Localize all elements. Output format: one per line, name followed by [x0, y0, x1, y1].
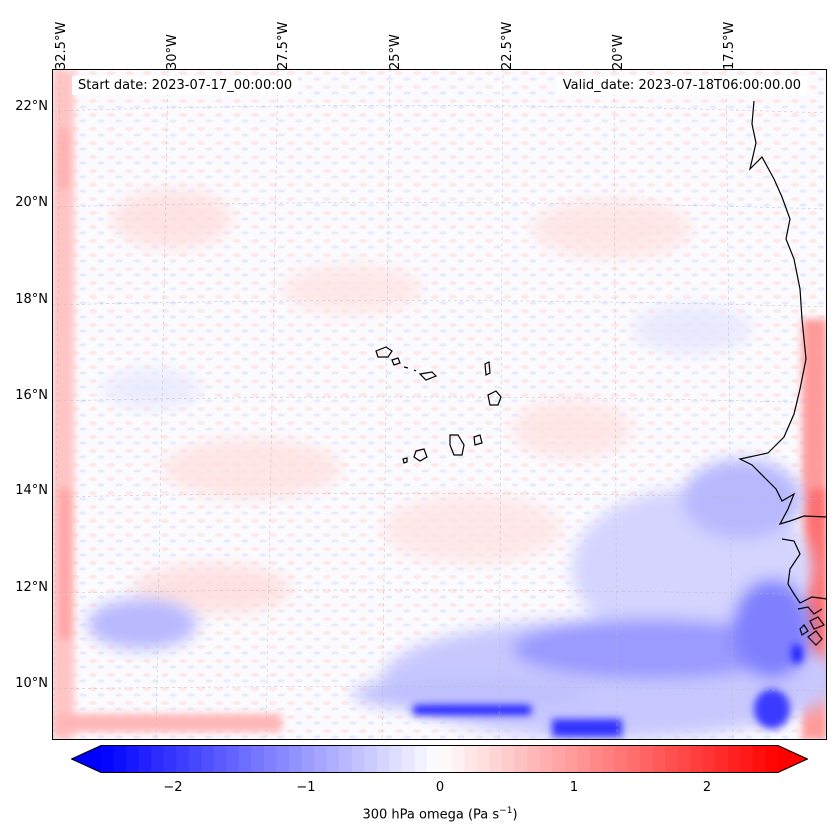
colorbar-cell — [389, 745, 403, 773]
colorbar-cell — [452, 745, 466, 773]
colorbar-tick-1: 1 — [569, 780, 579, 795]
colorbar-cell — [276, 745, 290, 773]
colorbar-cell — [439, 745, 453, 773]
valid-date-label: Valid_date: 2023-07-18T06:00:00.00 — [556, 76, 807, 95]
colorbar-cell — [665, 745, 679, 773]
colorbar-cell — [640, 745, 654, 773]
colorbar-cell — [176, 745, 190, 773]
colorbar-cell — [727, 745, 741, 773]
strong-ascent — [412, 644, 803, 737]
colorbar-cell — [326, 745, 340, 773]
colorbar-cell — [263, 745, 278, 773]
cape-verde-islands — [375, 346, 502, 464]
colorbar — [71, 745, 808, 773]
colorbar-cell — [577, 745, 591, 773]
africa-coastline — [738, 100, 827, 646]
colorbar-cell — [602, 745, 616, 773]
colorbar-cell — [188, 745, 202, 773]
lon-label-25W: 25°W — [388, 34, 403, 70]
colorbar-cell — [126, 745, 140, 773]
lat-label-22N: 22°N — [15, 99, 48, 114]
colorbar-cell — [527, 745, 541, 773]
omega-map — [52, 69, 827, 740]
colorbar-cell — [489, 745, 503, 773]
lat-label-10N: 10°N — [15, 676, 48, 691]
colorbar-cell — [339, 745, 353, 773]
colorbar-cell — [113, 745, 127, 773]
lon-label-30W: 30°W — [165, 34, 180, 70]
start-date-label: Start date: 2023-07-17_00:00:00 — [72, 76, 299, 95]
colorbar-extend-min — [71, 745, 101, 773]
lon-label-27.5W: 27.5°W — [276, 21, 291, 70]
colorbar-label: 300 hPa omega (Pa s−1) — [362, 806, 518, 823]
colorbar-cell — [201, 745, 215, 773]
colorbar-cell — [414, 745, 428, 773]
colorbar-cell — [677, 745, 691, 773]
colorbar-cell — [163, 745, 177, 773]
colorbar-extend-max — [778, 745, 808, 773]
colorbar-tick-minus2: −2 — [163, 780, 183, 795]
lon-label-20W: 20°W — [611, 34, 626, 70]
lat-label-14N: 14°N — [15, 483, 48, 498]
colorbar-cell — [627, 745, 641, 773]
colorbar-cell — [765, 745, 779, 773]
map-frame-border — [52, 69, 827, 740]
colorbar-cell — [464, 745, 478, 773]
colorbar-cell — [589, 745, 604, 773]
colorbar-cell — [477, 745, 491, 773]
lat-label-18N: 18°N — [15, 292, 48, 307]
colorbar-cell — [401, 745, 416, 773]
colorbar-cell — [552, 745, 566, 773]
colorbar-cell — [238, 745, 253, 773]
colorbar-cell — [752, 745, 767, 773]
lat-label-12N: 12°N — [15, 580, 48, 595]
colorbar-cell — [138, 745, 152, 773]
graticule — [52, 69, 827, 740]
colorbar-cell — [251, 745, 265, 773]
colorbar-cell — [289, 745, 303, 773]
colorbar-cell — [539, 745, 553, 773]
colorbar-cell — [351, 745, 365, 773]
colorbar-cell — [213, 745, 227, 773]
colorbar-tick-0: 0 — [435, 780, 445, 795]
lon-label-17.5W: 17.5°W — [722, 21, 737, 70]
weak-anomalies — [102, 189, 752, 614]
colorbar-tick-minus1: −1 — [296, 780, 316, 795]
colorbar-cell — [151, 745, 165, 773]
colorbar-cell — [715, 745, 729, 773]
lat-label-20N: 20°N — [15, 195, 48, 210]
colorbar-cell — [740, 745, 754, 773]
colorbar-cell — [426, 745, 441, 773]
colorbar-cell — [652, 745, 666, 773]
colorbar-cell — [301, 745, 315, 773]
colorbar-tick-2: 2 — [702, 780, 712, 795]
colorbar-cell — [314, 745, 328, 773]
colorbar-cell — [502, 745, 516, 773]
colorbar-cell — [376, 745, 390, 773]
lon-label-22.5W: 22.5°W — [500, 21, 515, 70]
colorbar-cell — [226, 745, 240, 773]
colorbar-cell — [702, 745, 716, 773]
colorbar-cell — [564, 745, 579, 773]
lat-label-16N: 16°N — [15, 388, 48, 403]
colorbar-cell — [690, 745, 704, 773]
colorbar-cell — [101, 745, 115, 773]
lon-label-32.5W: 32.5°W — [54, 21, 69, 70]
colorbar-cell — [615, 745, 629, 773]
colorbar-cell — [514, 745, 528, 773]
colorbar-outline — [71, 745, 808, 773]
colorbar-cell — [364, 745, 378, 773]
